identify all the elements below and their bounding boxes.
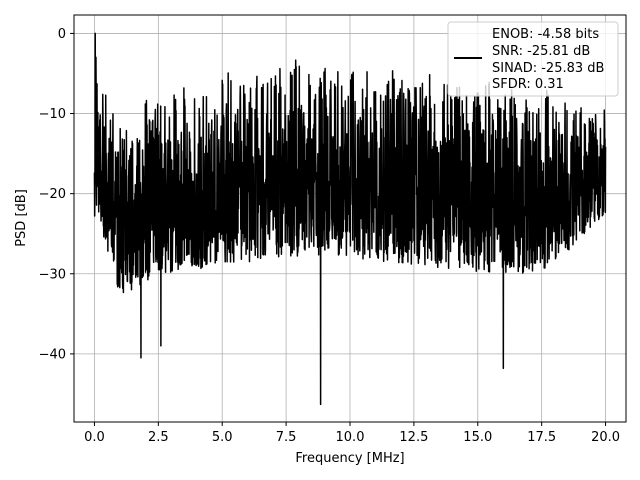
y-tick-label: 0 — [58, 27, 66, 42]
legend-line-sinad: SINAD: -25.83 dB — [492, 61, 604, 76]
x-tick-label: 12.5 — [399, 430, 428, 445]
psd-series-line — [93, 32, 607, 406]
axis-ticks: 0.0 2.5 5.0 7.5 10.0 12.5 15.0 17.5 20.0 0 −10 −20 −… — [39, 27, 620, 445]
legend-box — [447, 21, 619, 97]
legend-line-enob: ENOB: -4.58 bits — [492, 27, 599, 42]
x-tick-label: 15.0 — [463, 430, 492, 445]
legend-line-snr: SNR: -25.81 dB — [492, 44, 590, 59]
plot-area — [93, 32, 607, 406]
x-tick-label: 20.0 — [591, 430, 620, 445]
x-tick-label: 7.5 — [276, 430, 297, 445]
x-tick-label: 2.5 — [148, 430, 169, 445]
x-tick-label: 5.0 — [212, 430, 233, 445]
x-axis-label: Frequency [MHz] — [295, 451, 404, 466]
x-tick-label: 0.0 — [84, 430, 105, 445]
x-tick-label: 10.0 — [336, 430, 365, 445]
y-tick-label: −40 — [39, 347, 66, 362]
y-tick-label: −30 — [39, 267, 66, 282]
y-tick-label: −10 — [39, 107, 66, 122]
y-tick-label: −20 — [39, 187, 66, 202]
y-axis-label: PSD [dB] — [14, 189, 29, 247]
x-tick-label: 17.5 — [527, 430, 556, 445]
legend: ENOB: -4.58 bits SNR: -25.81 dB SINAD: -… — [447, 21, 619, 97]
legend-line-sfdr: SFDR: 0.31 — [492, 77, 564, 92]
